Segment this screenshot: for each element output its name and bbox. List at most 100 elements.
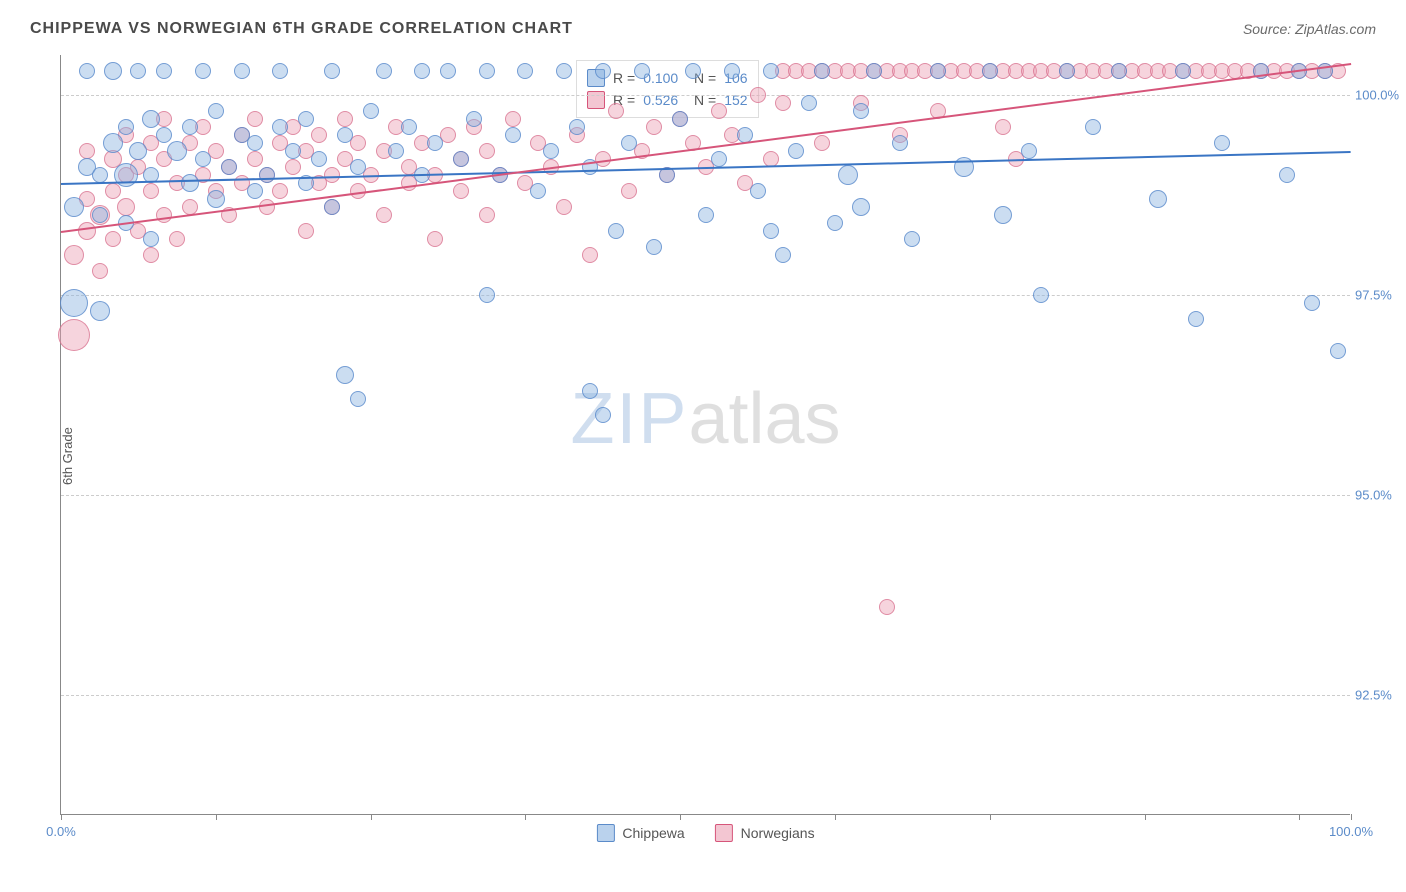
scatter-point-blue: [827, 215, 843, 231]
scatter-point-pink: [259, 199, 275, 215]
scatter-point-blue: [646, 239, 662, 255]
scatter-point-pink: [311, 127, 327, 143]
scatter-point-blue: [763, 223, 779, 239]
scatter-point-pink: [711, 103, 727, 119]
scatter-point-blue: [427, 135, 443, 151]
scatter-point-blue: [904, 231, 920, 247]
scatter-point-blue: [182, 119, 198, 135]
scatter-point-pink: [79, 143, 95, 159]
scatter-point-blue: [750, 183, 766, 199]
xtick: [216, 814, 217, 820]
xtick: [990, 814, 991, 820]
xtick: [1351, 814, 1352, 820]
scatter-point-blue: [259, 167, 275, 183]
scatter-point-blue: [517, 63, 533, 79]
scatter-point-blue: [775, 247, 791, 263]
scatter-point-pink: [337, 111, 353, 127]
scatter-point-blue: [350, 391, 366, 407]
ytick-label: 97.5%: [1355, 288, 1406, 303]
scatter-point-blue: [453, 151, 469, 167]
watermark-atlas: atlas: [688, 379, 840, 459]
scatter-point-blue: [1304, 295, 1320, 311]
scatter-point-blue: [543, 143, 559, 159]
legend-label: Norwegians: [741, 825, 815, 841]
scatter-point-pink: [995, 119, 1011, 135]
scatter-point-blue: [207, 190, 225, 208]
chart-title: CHIPPEWA VS NORWEGIAN 6TH GRADE CORRELAT…: [30, 20, 573, 38]
scatter-point-pink: [608, 103, 624, 119]
scatter-point-blue: [1111, 63, 1127, 79]
legend-swatch: [587, 91, 605, 109]
scatter-point-blue: [298, 111, 314, 127]
scatter-point-blue: [801, 95, 817, 111]
scatter-point-blue: [363, 103, 379, 119]
scatter-point-pink: [58, 319, 90, 351]
scatter-point-blue: [90, 301, 110, 321]
legend-label: Chippewa: [622, 825, 684, 841]
scatter-point-blue: [1033, 287, 1049, 303]
scatter-point-blue: [195, 63, 211, 79]
scatter-point-blue: [336, 366, 354, 384]
scatter-point-blue: [129, 142, 147, 160]
scatter-point-pink: [376, 207, 392, 223]
scatter-point-blue: [892, 135, 908, 151]
scatter-point-blue: [621, 135, 637, 151]
gridline-h: [61, 495, 1350, 496]
ytick-label: 100.0%: [1355, 88, 1406, 103]
chart-source: Source: ZipAtlas.com: [1243, 21, 1376, 37]
scatter-point-blue: [388, 143, 404, 159]
scatter-point-blue: [479, 63, 495, 79]
scatter-point-blue: [814, 63, 830, 79]
scatter-point-pink: [92, 263, 108, 279]
scatter-point-blue: [982, 63, 998, 79]
scatter-point-blue: [582, 383, 598, 399]
scatter-point-pink: [156, 207, 172, 223]
legend-swatch: [596, 824, 614, 842]
scatter-point-pink: [556, 199, 572, 215]
scatter-point-blue: [234, 63, 250, 79]
xtick: [61, 814, 62, 820]
scatter-point-blue: [994, 206, 1012, 224]
scatter-point-pink: [750, 87, 766, 103]
scatter-point-blue: [608, 223, 624, 239]
scatter-point-blue: [285, 143, 301, 159]
scatter-point-pink: [272, 183, 288, 199]
scatter-point-pink: [324, 167, 340, 183]
scatter-point-blue: [247, 135, 263, 151]
bottom-legend-item: Chippewa: [596, 824, 684, 842]
legend-swatch: [715, 824, 733, 842]
scatter-point-blue: [118, 119, 134, 135]
scatter-point-blue: [195, 151, 211, 167]
scatter-point-blue: [92, 167, 108, 183]
watermark: ZIPatlas: [570, 378, 840, 460]
plot-area: ZIPatlas R = 0.100 N = 106R = 0.526 N = …: [60, 55, 1350, 815]
stat-r-label: R =: [613, 70, 635, 86]
scatter-point-blue: [350, 159, 366, 175]
scatter-point-blue: [440, 63, 456, 79]
xtick: [1145, 814, 1146, 820]
scatter-point-blue: [595, 63, 611, 79]
scatter-point-pink: [479, 207, 495, 223]
scatter-point-blue: [60, 289, 88, 317]
scatter-point-blue: [1188, 311, 1204, 327]
scatter-point-blue: [221, 159, 237, 175]
scatter-point-blue: [64, 197, 84, 217]
scatter-point-blue: [530, 183, 546, 199]
scatter-point-pink: [775, 95, 791, 111]
scatter-point-blue: [1021, 143, 1037, 159]
gridline-h: [61, 95, 1350, 96]
scatter-point-blue: [672, 111, 688, 127]
scatter-point-pink: [479, 143, 495, 159]
ytick-label: 95.0%: [1355, 488, 1406, 503]
scatter-point-pink: [78, 222, 96, 240]
scatter-point-blue: [505, 127, 521, 143]
scatter-point-pink: [646, 119, 662, 135]
xtick: [371, 814, 372, 820]
scatter-point-blue: [401, 119, 417, 135]
scatter-point-pink: [64, 245, 84, 265]
xtick-label: 100.0%: [1329, 824, 1373, 839]
xtick: [525, 814, 526, 820]
scatter-point-blue: [79, 63, 95, 79]
scatter-point-blue: [788, 143, 804, 159]
scatter-point-blue: [930, 63, 946, 79]
